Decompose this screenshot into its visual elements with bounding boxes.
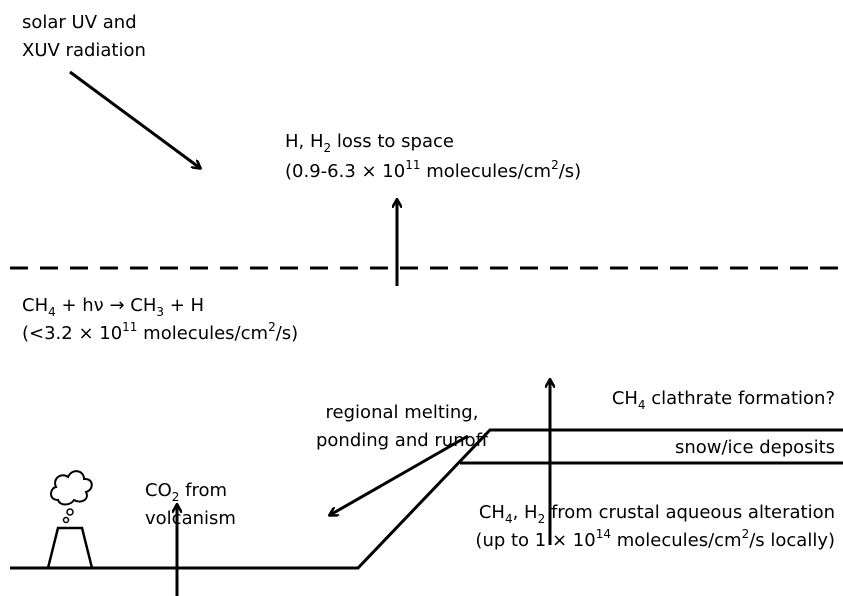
text-part: (0.9-6.3 × 10	[285, 161, 405, 182]
text-part: loss to space	[331, 131, 454, 152]
text-part: CH	[479, 502, 505, 523]
smoke-cloud	[50, 470, 93, 506]
smoke	[62, 516, 70, 524]
text-part: from crustal aqueous alteration	[545, 502, 835, 523]
h-loss-label: H, H2 loss to space	[285, 131, 454, 155]
melting-label: ponding and runoff	[316, 430, 489, 451]
superscript: 2	[268, 320, 276, 334]
text-part: molecules/cm	[611, 530, 742, 551]
photolysis-rate: (<3.2 × 1011 molecules/cm2/s)	[22, 320, 298, 344]
text-part: CH	[612, 388, 638, 409]
crustal-rate: (up to 1 × 1014 molecules/cm2/s locally)	[475, 527, 835, 551]
text-part: CH	[22, 295, 48, 316]
h-loss-rate: (0.9-6.3 × 1011 molecules/cm2/s)	[285, 158, 581, 182]
melting-label: regional melting,	[326, 402, 479, 423]
superscript: 2	[551, 158, 559, 172]
subscript: 4	[48, 305, 56, 319]
co2-label: volcanism	[145, 508, 236, 529]
subscript: 2	[172, 490, 180, 504]
arrow	[69, 70, 200, 168]
subscript: 3	[156, 305, 164, 319]
text-part: molecules/cm	[137, 323, 268, 344]
smoke	[66, 508, 74, 516]
text-part: /s)	[276, 323, 298, 344]
subscript: 4	[638, 398, 646, 412]
text-part: /s locally)	[749, 530, 835, 551]
arrow	[330, 434, 469, 515]
superscript: 2	[742, 527, 750, 541]
superscript: 11	[405, 158, 420, 172]
crustal-label: CH4, H2 from crustal aqueous alteration	[479, 502, 835, 526]
solar-label: solar UV and	[22, 12, 137, 33]
ground-line	[10, 428, 843, 570]
text-part: molecules/cm	[420, 161, 551, 182]
co2-label: CO2 from	[145, 480, 227, 504]
subscript: 2	[324, 141, 332, 155]
photolysis-label: CH4 + hν → CH3 + H	[22, 295, 204, 319]
text-part: + hν → CH	[56, 295, 157, 316]
solar-label: XUV radiation	[22, 40, 146, 61]
text-part: (<3.2 × 10	[22, 323, 122, 344]
text-part: + H	[164, 295, 204, 316]
volcano	[46, 526, 94, 569]
subscript: 4	[505, 512, 513, 526]
text-part: H, H	[285, 131, 324, 152]
subscript: 2	[538, 512, 546, 526]
snow-label: snow/ice deposits	[675, 437, 835, 458]
superscript: 11	[122, 320, 137, 334]
text-part: CO	[145, 480, 172, 501]
superscript: 14	[596, 527, 611, 541]
text-part: from	[179, 480, 227, 501]
clathrate-label: CH4 clathrate formation?	[612, 388, 835, 412]
text-part: , H	[513, 502, 538, 523]
text-part: /s)	[559, 161, 581, 182]
text-part: clathrate formation?	[646, 388, 835, 409]
text-part: (up to 1 × 10	[475, 530, 595, 551]
